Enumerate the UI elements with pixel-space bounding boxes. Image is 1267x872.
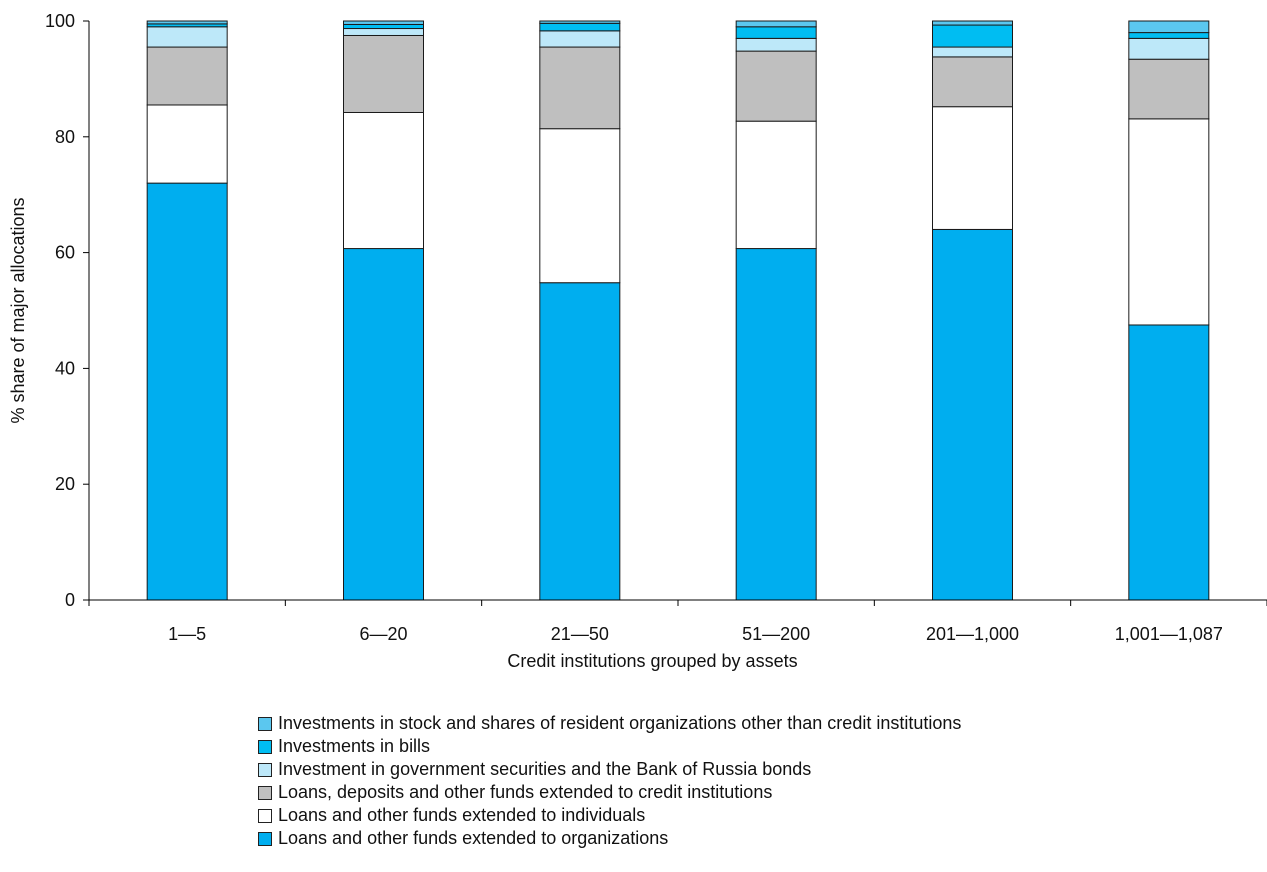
bar-segment	[735, 20, 817, 28]
bar-segment	[146, 182, 228, 601]
legend-item: Loans and other funds extended to indivi…	[258, 804, 1238, 827]
bar-segment	[343, 34, 424, 113]
bar-segment	[932, 106, 1013, 230]
y-tick-label: 0	[65, 590, 75, 610]
x-tick-label: 51—200	[742, 624, 810, 644]
bar-segment	[735, 37, 817, 52]
x-tick-label: 201—1,000	[926, 624, 1019, 644]
legend-swatch	[258, 831, 272, 846]
bar-segment	[1128, 118, 1210, 326]
stacked-bar-chart: 0 20 40 60 80 100 1—5 6—20 21—50 51—200 201—1,000 1…	[8, 11, 1267, 671]
legend-label: Investments in stock and shares of resid…	[278, 713, 962, 733]
bar-segment	[146, 20, 228, 25]
bar-segment	[735, 50, 817, 122]
legend-label: Loans, deposits and other funds extended…	[278, 782, 773, 802]
legend-swatch	[258, 762, 272, 777]
bar-segment	[932, 56, 1013, 108]
legend-swatch	[258, 808, 272, 823]
legend-label: Investments in bills	[278, 736, 431, 756]
y-tick-label: 80	[55, 127, 75, 147]
legend-label: Loans and other funds extended to organi…	[278, 828, 669, 848]
bar-segment	[735, 26, 817, 39]
bar-segment	[932, 46, 1013, 58]
bar-segment	[1128, 32, 1210, 39]
bar-segment	[735, 120, 817, 250]
x-tick-label: 1,001—1,087	[1115, 624, 1223, 644]
chart-legend: Investments in stock and shares of resid…	[258, 712, 1238, 850]
bar-segment	[539, 128, 621, 284]
legend-swatch	[258, 716, 272, 731]
bar-segment	[932, 20, 1013, 26]
bar-segment	[146, 46, 228, 106]
legend-item: Investments in stock and shares of resid…	[258, 712, 1238, 735]
legend-label: Investment in government securities and …	[278, 759, 812, 779]
x-axis-title: Credit institutions grouped by assets	[507, 651, 797, 671]
bar-segment	[735, 248, 817, 601]
bar-segment	[932, 24, 1013, 48]
bar-segment	[932, 228, 1013, 601]
y-tick-label: 20	[55, 474, 75, 494]
y-tick-label: 40	[55, 358, 75, 378]
y-tick-label: 60	[55, 243, 75, 263]
bar-segment	[539, 20, 621, 24]
bar-segment	[343, 23, 424, 30]
legend-item: Loans, deposits and other funds extended…	[258, 781, 1238, 804]
y-tick-label: 100	[45, 11, 75, 31]
bar-segment	[539, 46, 621, 130]
bar-segment	[1128, 324, 1210, 601]
bar-segment	[146, 26, 228, 48]
legend-label: Loans and other funds extended to indivi…	[278, 805, 646, 825]
bar-segment	[1128, 20, 1210, 34]
legend-item: Loans and other funds extended to organi…	[258, 827, 1238, 850]
x-tick-label: 1—5	[168, 624, 206, 644]
bar-segment	[539, 22, 621, 32]
bar-segment	[1128, 37, 1210, 60]
legend-item: Investments in bills	[258, 735, 1238, 758]
legend-item: Investment in government securities and …	[258, 758, 1238, 781]
bar-segment	[1128, 58, 1210, 120]
chart-svg: 0 20 40 60 80 100 1—5 6—20 21—50 51—200 201—1,000 1…	[8, 11, 1267, 671]
x-tick-label: 21—50	[551, 624, 609, 644]
bar-segment	[343, 111, 424, 250]
bar-segment	[539, 30, 621, 48]
bar-segment	[146, 104, 228, 184]
bar-segment	[343, 28, 424, 36]
legend-swatch	[258, 739, 272, 754]
bar-segment	[343, 20, 424, 25]
x-tick-label: 6—20	[359, 624, 407, 644]
bar-segment	[343, 248, 424, 601]
y-axis-title: % share of major allocations	[8, 197, 28, 423]
bar-segment	[539, 282, 621, 601]
legend-swatch	[258, 785, 272, 800]
